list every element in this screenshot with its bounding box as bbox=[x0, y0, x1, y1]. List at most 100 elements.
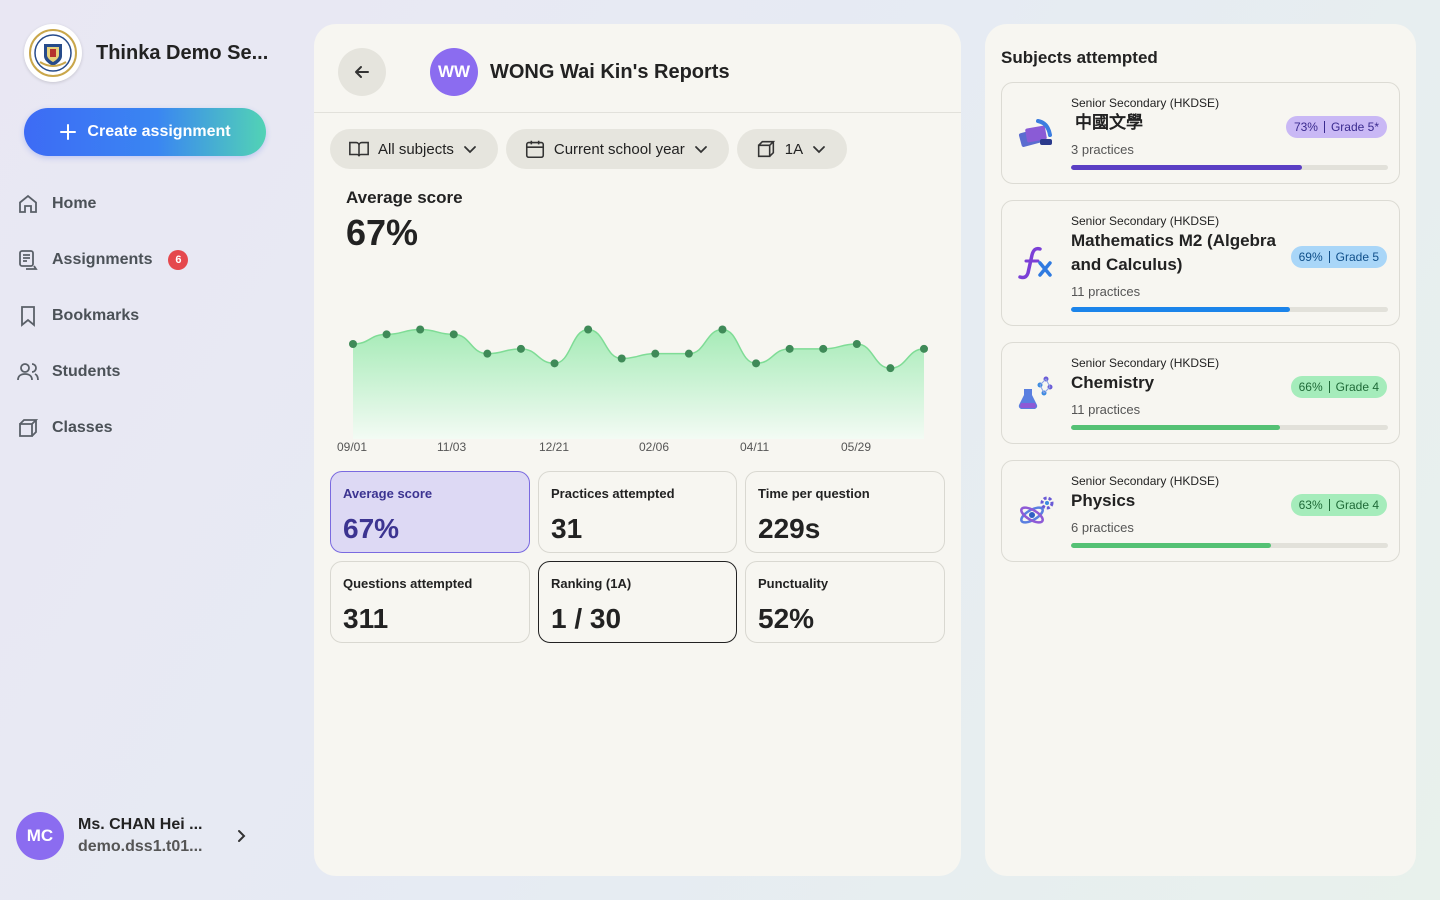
subject-grade-pill: 73% Grade 5* bbox=[1285, 116, 1387, 138]
user-email: demo.dss1.t01... bbox=[78, 838, 203, 855]
bookmark-icon bbox=[21, 306, 35, 327]
chart-point[interactable] bbox=[617, 354, 626, 363]
chart-x-tick-label: 09/01 bbox=[337, 440, 367, 454]
user-profile[interactable]: MC Ms. CHAN Hei ... demo.dss1.t01... bbox=[16, 812, 266, 860]
stat-label: Time per question bbox=[758, 486, 870, 501]
subject-card-chemistry[interactable]: Senior Secondary (HKDSE) Chemistry 11 pr… bbox=[1001, 342, 1400, 444]
chevron-down-icon bbox=[694, 146, 707, 154]
chart-point[interactable] bbox=[852, 340, 861, 348]
subject-progress-bar bbox=[1071, 543, 1388, 548]
stat-average-score[interactable]: Average score 67% bbox=[330, 471, 530, 553]
assignments-count-badge: 6 bbox=[168, 250, 189, 270]
stat-ranking[interactable]: Ranking (1A) 1 / 30 bbox=[538, 561, 737, 643]
sidebar-item-students[interactable]: Students bbox=[16, 348, 276, 396]
chart-point[interactable] bbox=[785, 344, 794, 353]
chart-point[interactable] bbox=[886, 364, 895, 373]
subject-card-physics[interactable]: Senior Secondary (HKDSE) Physics 6 pract… bbox=[1001, 460, 1400, 562]
stat-punctuality[interactable]: Punctuality 52% bbox=[745, 561, 945, 643]
report-header: WW WONG Wai Kin's Reports bbox=[314, 24, 961, 113]
chart-point[interactable] bbox=[550, 359, 559, 368]
class-filter-label: 1A bbox=[784, 140, 804, 158]
stat-label: Practices attempted bbox=[551, 486, 675, 501]
sidebar: Thinka Demo Se... Create assignment Home… bbox=[0, 0, 300, 900]
chart-x-tick-label: 02/06 bbox=[639, 440, 669, 454]
chart-point[interactable] bbox=[416, 325, 425, 334]
subject-percent: 73% bbox=[1293, 120, 1318, 134]
chart-point[interactable] bbox=[483, 349, 492, 358]
chevron-right-icon bbox=[238, 830, 246, 842]
stat-label: Ranking (1A) bbox=[551, 576, 632, 591]
pill-divider bbox=[1328, 381, 1330, 393]
subject-level: Senior Secondary (HKDSE) bbox=[1071, 474, 1220, 488]
book-open-icon bbox=[349, 141, 369, 157]
subject-level: Senior Secondary (HKDSE) bbox=[1071, 214, 1220, 228]
chart-point[interactable] bbox=[584, 325, 593, 334]
report-panel: WW WONG Wai Kin's Reports All subjects C… bbox=[314, 24, 961, 876]
subjects-title: Subjects attempted bbox=[1001, 48, 1158, 67]
average-score-value: 67% bbox=[346, 212, 419, 253]
chart-point[interactable] bbox=[752, 359, 761, 368]
chart-area-fill bbox=[353, 329, 924, 439]
subject-practice-count: 3 practices bbox=[1071, 142, 1134, 157]
subject-card-chinese-literature[interactable]: Senior Secondary (HKDSE) 中國文學 3 practice… bbox=[1001, 82, 1400, 184]
subject-level: Senior Secondary (HKDSE) bbox=[1071, 96, 1220, 110]
chart-point[interactable] bbox=[718, 325, 727, 334]
brand[interactable]: Thinka Demo Se... bbox=[24, 24, 268, 82]
subject-percent: 69% bbox=[1298, 250, 1323, 264]
student-avatar: WW bbox=[430, 48, 478, 96]
chart-point[interactable] bbox=[819, 344, 828, 353]
subject-progress-fill bbox=[1071, 307, 1290, 312]
subject-practice-count: 11 practices bbox=[1071, 284, 1141, 299]
chart-point[interactable] bbox=[684, 349, 693, 358]
sidebar-item-home[interactable]: Home bbox=[16, 180, 276, 228]
chart-point[interactable] bbox=[349, 340, 357, 348]
subject-percent: 63% bbox=[1298, 498, 1323, 512]
subject-grade: Grade 5 bbox=[1335, 250, 1379, 264]
assignment-icon bbox=[19, 250, 38, 270]
subject-progress-bar bbox=[1071, 425, 1388, 430]
stat-value: 31 bbox=[551, 513, 583, 544]
pill-divider bbox=[1323, 121, 1325, 133]
create-assignment-button[interactable]: Create assignment bbox=[24, 108, 266, 156]
chart-point[interactable] bbox=[920, 344, 928, 353]
flask-icon bbox=[1018, 376, 1053, 410]
chart-x-tick-label: 11/03 bbox=[437, 440, 466, 454]
plus-icon bbox=[60, 124, 77, 140]
stat-questions-attempted[interactable]: Questions attempted 311 bbox=[330, 561, 530, 643]
pill-divider bbox=[1328, 251, 1330, 263]
arrow-left-icon bbox=[355, 66, 369, 78]
stat-practices-attempted[interactable]: Practices attempted 31 bbox=[538, 471, 737, 553]
function-icon bbox=[1018, 246, 1052, 280]
subject-card-mathematics-m2[interactable]: Senior Secondary (HKDSE) Mathematics M2 … bbox=[1001, 200, 1400, 326]
chart-point[interactable] bbox=[516, 344, 525, 353]
subject-grade-pill: 66% Grade 4 bbox=[1290, 376, 1387, 398]
subject-filter[interactable]: All subjects bbox=[330, 129, 498, 169]
chart-point[interactable] bbox=[382, 330, 391, 339]
back-button[interactable] bbox=[338, 48, 386, 96]
school-name: Thinka Demo Se... bbox=[96, 41, 269, 64]
stats-grid: Average score 67% Practices attempted 31… bbox=[330, 471, 945, 643]
create-assignment-label: Create assignment bbox=[87, 123, 231, 140]
chart-point[interactable] bbox=[449, 330, 458, 339]
sidebar-item-label: Home bbox=[52, 195, 97, 212]
sidebar-item-label: Assignments bbox=[52, 251, 153, 268]
stat-value: 229s bbox=[758, 513, 821, 544]
subject-name: Physics bbox=[1071, 491, 1136, 510]
user-name: Ms. CHAN Hei ... bbox=[78, 816, 203, 833]
sidebar-item-assignments[interactable]: Assignments 6 bbox=[16, 236, 276, 284]
subject-progress-fill bbox=[1071, 165, 1303, 170]
subject-progress-fill bbox=[1071, 543, 1271, 548]
chart-x-tick-label: 04/11 bbox=[740, 440, 769, 454]
chart-x-tick-label: 12/21 bbox=[539, 440, 569, 454]
subject-practice-count: 11 practices bbox=[1071, 402, 1141, 417]
stat-time-per-question[interactable]: Time per question 229s bbox=[745, 471, 945, 553]
avatar: MC bbox=[16, 812, 64, 860]
chart-point[interactable] bbox=[651, 349, 660, 358]
sidebar-item-classes[interactable]: Classes bbox=[16, 404, 276, 452]
sidebar-item-label: Bookmarks bbox=[52, 307, 140, 324]
class-filter[interactable]: 1A bbox=[736, 129, 848, 169]
period-filter[interactable]: Current school year bbox=[505, 129, 729, 169]
stat-label: Punctuality bbox=[758, 576, 829, 591]
chevron-down-icon bbox=[813, 146, 826, 154]
sidebar-item-bookmarks[interactable]: Bookmarks bbox=[16, 292, 276, 340]
